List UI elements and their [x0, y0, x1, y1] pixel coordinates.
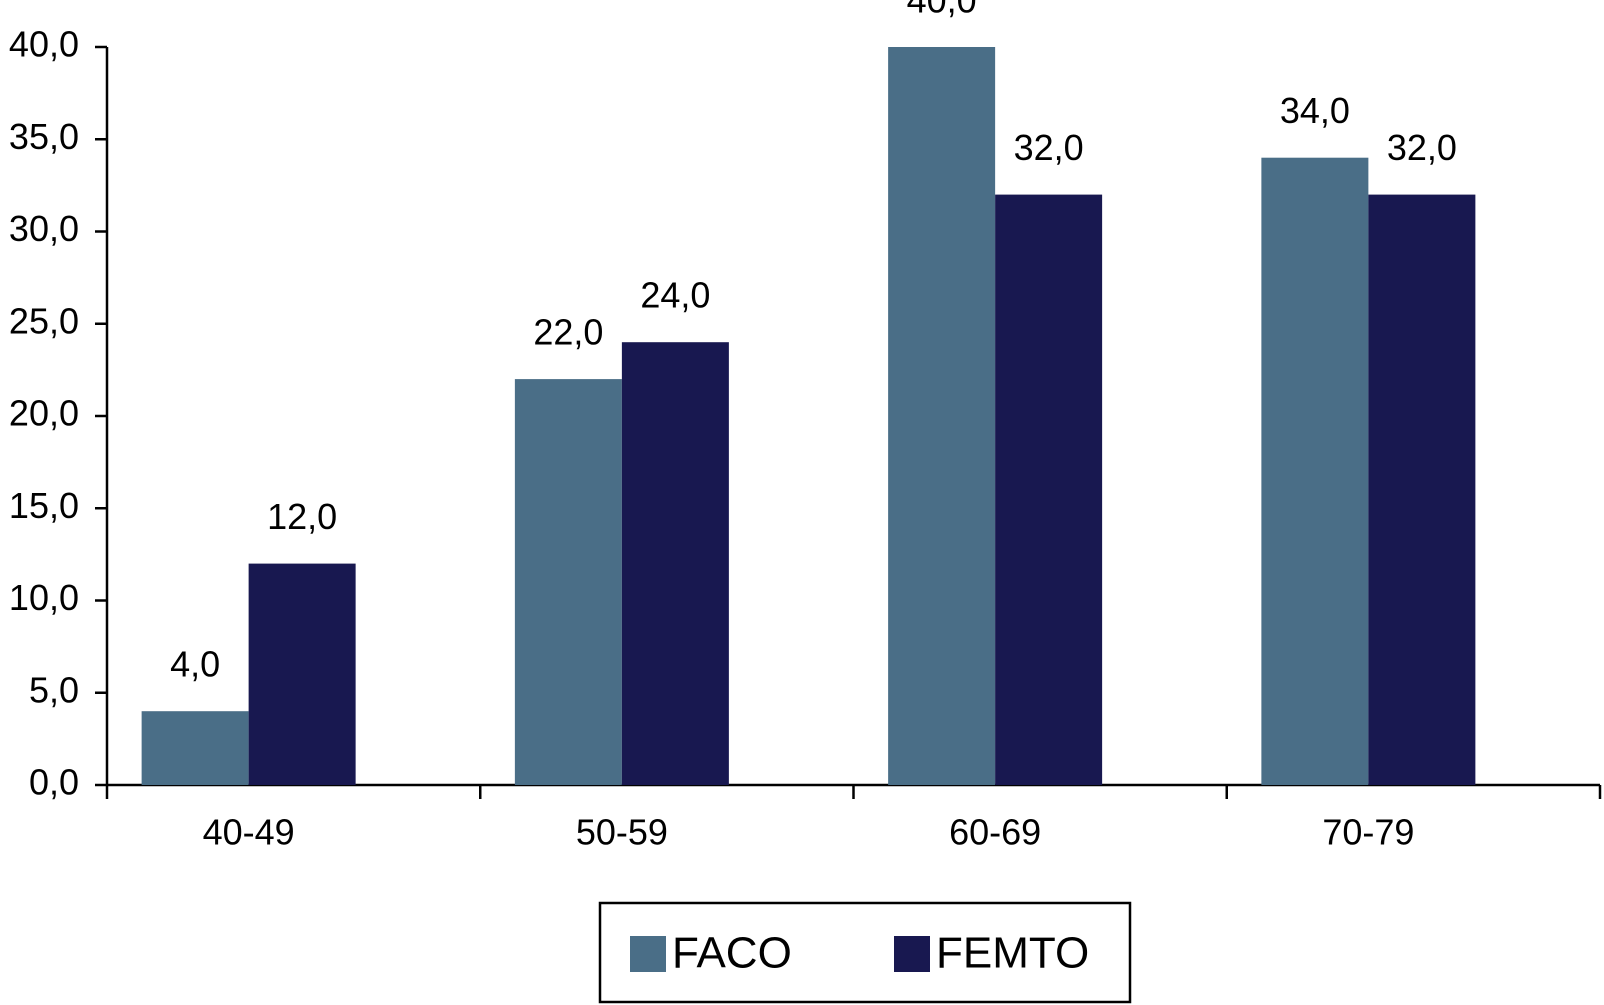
value-label: 32,0	[1387, 127, 1457, 168]
value-label: 34,0	[1280, 90, 1350, 131]
bar	[514, 379, 622, 785]
legend-label: FEMTO	[936, 929, 1089, 978]
y-tick-label: 5,0	[29, 669, 79, 710]
x-tick-label: 40-49	[203, 812, 295, 853]
y-tick-label: 35,0	[9, 116, 79, 157]
bar	[621, 342, 729, 785]
value-label: 4,0	[170, 644, 220, 685]
value-label: 40,0	[907, 0, 977, 21]
y-tick-label: 30,0	[9, 208, 79, 249]
bar	[1261, 157, 1369, 785]
bar	[888, 47, 996, 785]
x-tick-label: 50-59	[576, 812, 668, 853]
bar	[248, 563, 356, 785]
value-label: 22,0	[533, 312, 603, 353]
value-label: 12,0	[267, 496, 337, 537]
y-tick-label: 25,0	[9, 300, 79, 341]
bar	[995, 194, 1103, 786]
bar	[1368, 194, 1476, 786]
bar	[141, 711, 249, 785]
y-tick-label: 10,0	[9, 577, 79, 618]
y-tick-label: 0,0	[29, 762, 79, 803]
y-tick-label: 20,0	[9, 393, 79, 434]
legend-swatch	[894, 936, 930, 972]
x-tick-label: 70-79	[1322, 812, 1414, 853]
value-label: 32,0	[1014, 127, 1084, 168]
y-tick-label: 15,0	[9, 485, 79, 526]
legend-box	[598, 901, 1132, 1004]
value-label: 24,0	[640, 275, 710, 316]
x-tick-label: 60-69	[949, 812, 1041, 853]
legend-swatch	[630, 936, 666, 972]
legend-label: FACO	[672, 929, 792, 978]
y-tick-label: 40,0	[9, 24, 79, 65]
